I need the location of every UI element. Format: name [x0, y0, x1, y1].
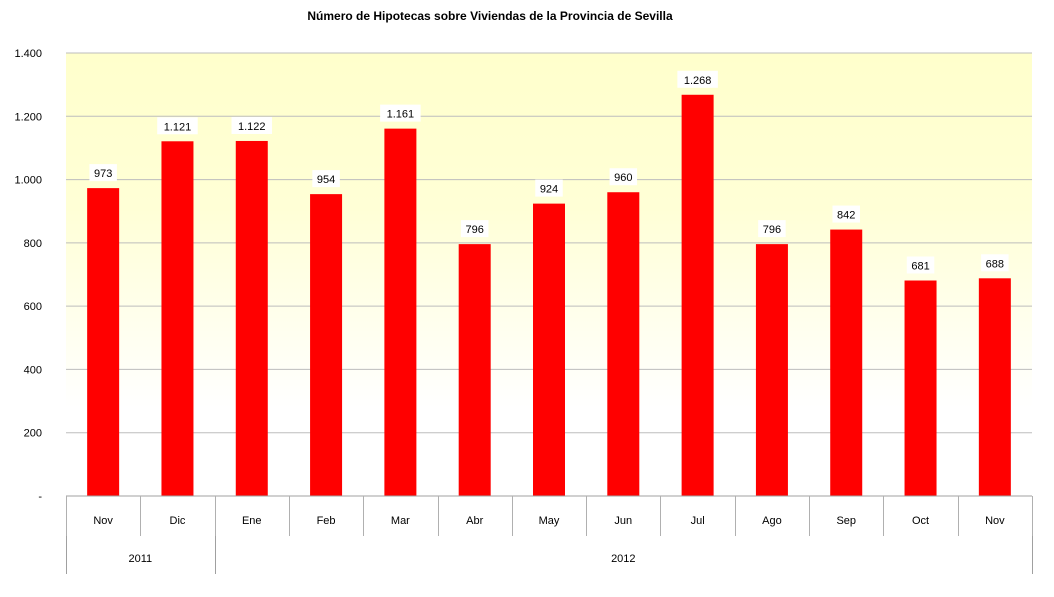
x-tick-label: Nov — [985, 515, 1005, 527]
data-label: 924 — [540, 184, 558, 196]
data-label-background — [677, 70, 718, 88]
data-label: 1.268 — [684, 75, 712, 87]
bar — [607, 192, 640, 496]
data-label: 954 — [317, 174, 335, 186]
x-tick-label: Dic — [170, 515, 186, 527]
bar — [310, 194, 343, 496]
data-label-background — [981, 254, 1009, 272]
bar — [681, 94, 714, 497]
y-tick-label: 1.200 — [14, 111, 42, 123]
data-label-background — [609, 168, 638, 186]
data-label: 960 — [614, 172, 632, 184]
bar — [978, 278, 1011, 496]
bar — [830, 229, 863, 496]
data-label-background — [758, 220, 786, 238]
x-tick-label: Ago — [762, 515, 782, 527]
data-label: 681 — [911, 261, 929, 273]
data-label-background — [832, 205, 860, 223]
group-label: 2011 — [128, 553, 152, 565]
data-label-background — [535, 179, 563, 197]
data-label-background — [460, 220, 489, 238]
data-label: 973 — [94, 168, 112, 180]
x-tick-label: Nov — [93, 515, 113, 527]
data-label-background — [312, 170, 340, 188]
data-label: 796 — [466, 224, 484, 236]
data-label: 1.121 — [164, 121, 192, 133]
data-label-background — [906, 256, 935, 274]
x-tick-label: Oct — [912, 515, 929, 527]
bar — [755, 244, 788, 496]
bar — [904, 280, 937, 496]
data-label: 688 — [986, 258, 1004, 270]
x-tick-label: Abr — [466, 515, 483, 527]
data-label-background — [380, 104, 421, 122]
y-tick-label: 600 — [24, 301, 42, 313]
x-tick-label: Ene — [242, 515, 262, 527]
x-tick-label: Sep — [836, 515, 856, 527]
data-label: 796 — [763, 224, 781, 236]
data-label: 1.122 — [238, 121, 266, 133]
y-tick-label: 800 — [24, 238, 42, 250]
x-tick-label: May — [539, 515, 560, 527]
bar — [458, 244, 491, 496]
bar — [87, 188, 120, 497]
data-label-background — [157, 117, 198, 135]
data-label-background — [231, 116, 273, 134]
x-tick-label: Jul — [691, 515, 705, 527]
data-label: 1.161 — [387, 109, 415, 121]
bar — [235, 140, 268, 496]
bar — [533, 203, 565, 496]
bar — [161, 141, 194, 496]
y-tick-label: 1.400 — [14, 48, 42, 60]
data-label-background — [89, 164, 117, 182]
bar — [384, 128, 417, 496]
data-label: 842 — [837, 210, 855, 222]
x-tick-label: Feb — [317, 515, 336, 527]
x-tick-label: Jun — [614, 515, 632, 527]
x-tick-label: Mar — [391, 515, 410, 527]
y-tick-label: 400 — [24, 364, 42, 376]
chart-title: Número de Hipotecas sobre Viviendas de l… — [307, 9, 673, 23]
y-tick-label: 1.000 — [14, 175, 42, 187]
group-label: 2012 — [611, 553, 635, 565]
y-tick-label: 200 — [24, 428, 42, 440]
y-tick-label: - — [38, 491, 42, 503]
